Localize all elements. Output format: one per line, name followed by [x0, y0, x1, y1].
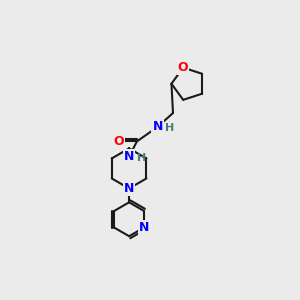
Text: H: H [137, 153, 146, 163]
Text: N: N [124, 150, 134, 164]
Text: H: H [165, 123, 175, 133]
Text: N: N [152, 120, 163, 134]
Text: O: O [114, 135, 124, 148]
Text: N: N [124, 182, 134, 195]
Text: N: N [139, 221, 149, 234]
Text: O: O [178, 61, 188, 74]
